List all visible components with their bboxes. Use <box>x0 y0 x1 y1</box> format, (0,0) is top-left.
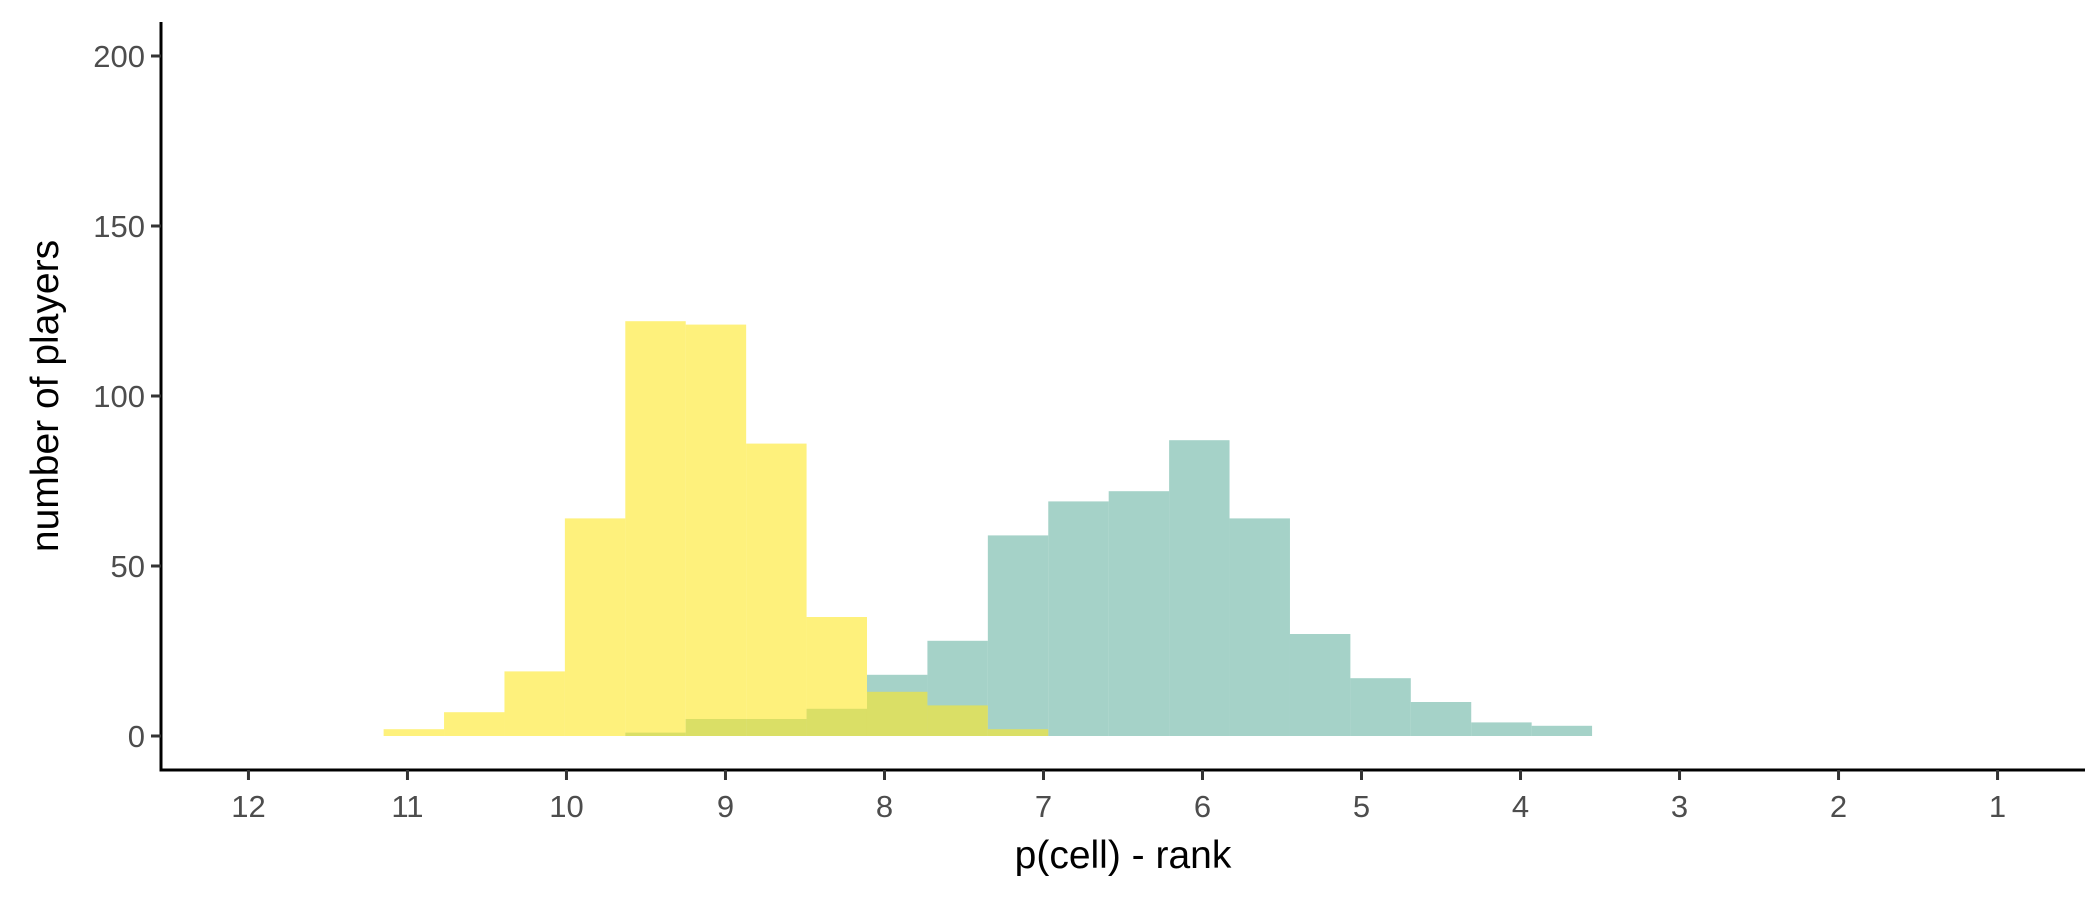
bar-series-2-bin-5 <box>625 321 686 736</box>
x-tick-label: 4 <box>1512 789 1529 824</box>
bar-series-1-bin-7 <box>987 535 1049 736</box>
bar-series-2-bin-10 <box>927 705 988 736</box>
x-axis-title: p(cell) - rank <box>1015 834 1232 877</box>
bar-series-1-bin-10 <box>1169 440 1230 736</box>
bar-series-2-bin-6 <box>685 324 747 736</box>
bar-series-2-bin-8 <box>806 617 867 736</box>
x-tick-label: 11 <box>391 789 423 824</box>
x-tick-label: 8 <box>876 789 893 824</box>
y-tick-label: 50 <box>111 549 145 584</box>
bar-series-2-bin-9 <box>866 691 928 736</box>
bar-series-2-bin-4 <box>564 518 626 736</box>
bar-series-1-bin-12 <box>1289 634 1351 736</box>
x-tick-label: 6 <box>1194 789 1211 824</box>
y-axis-ticks: 0 50 100 150 200 <box>93 39 161 754</box>
y-tick-label: 100 <box>93 379 145 414</box>
x-tick-label: 7 <box>1035 789 1052 824</box>
bar-series-1-bin-13 <box>1350 678 1411 736</box>
bar-series-1-bin-11 <box>1229 518 1290 736</box>
y-tick-label: 150 <box>93 209 145 244</box>
bar-series-2-bin-3 <box>504 671 565 736</box>
x-tick-label: 12 <box>231 789 265 824</box>
x-tick-label: 3 <box>1671 789 1688 824</box>
x-tick-label: 9 <box>717 789 734 824</box>
bar-series-1-bin-15 <box>1471 722 1532 736</box>
bar-series-1-bin-16 <box>1531 725 1593 736</box>
y-tick-label: 0 <box>128 719 145 754</box>
bar-series-1-bin-14 <box>1410 702 1472 736</box>
y-tick-label: 200 <box>93 39 145 74</box>
series-2 <box>383 321 1049 736</box>
x-tick-label: 5 <box>1353 789 1370 824</box>
bar-series-2-bin-7 <box>746 443 807 736</box>
x-tick-label: 1 <box>1989 789 2006 824</box>
bars-layer <box>383 321 1593 736</box>
x-axis-ticks: 12 11 10 9 8 7 6 5 4 3 2 1 <box>231 770 2006 824</box>
bar-series-1-bin-9 <box>1108 491 1170 736</box>
x-tick-label: 10 <box>549 789 583 824</box>
bar-series-1-bin-8 <box>1048 501 1109 736</box>
bar-series-2-bin-1 <box>383 729 445 736</box>
y-axis-title: number of players <box>24 240 67 552</box>
bar-series-2-bin-2 <box>444 712 505 736</box>
bar-series-2-bin-11 <box>987 729 1049 736</box>
x-tick-label: 2 <box>1830 789 1847 824</box>
